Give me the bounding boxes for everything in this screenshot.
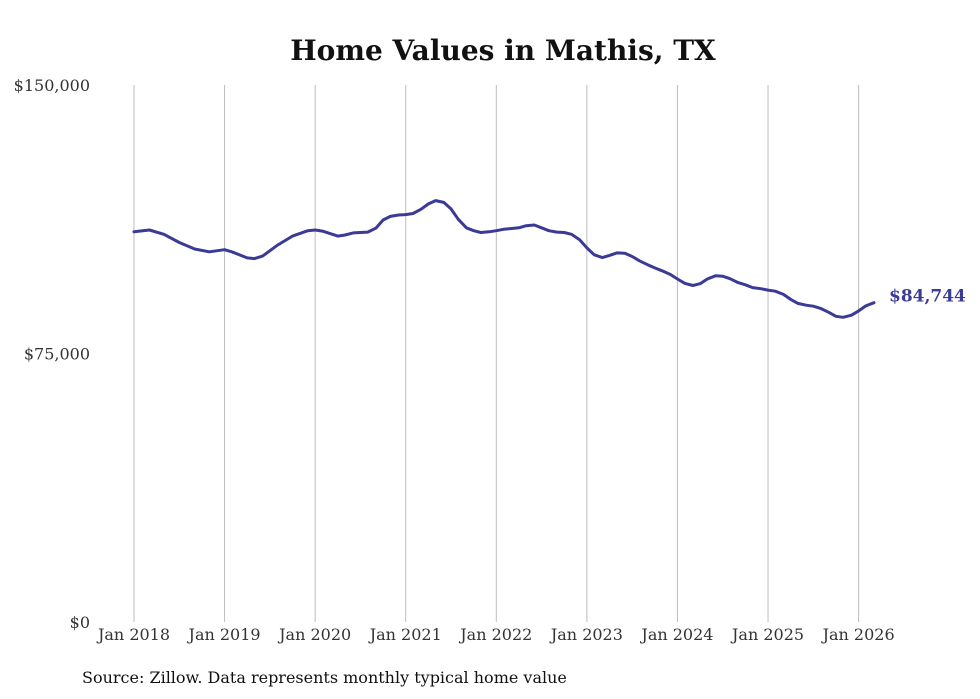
x-tick-label: Jan 2023 — [549, 625, 623, 644]
x-tick-label: Jan 2018 — [96, 625, 170, 644]
source-note: Source: Zillow. Data represents monthly … — [82, 668, 567, 687]
x-tick-label: Jan 2021 — [368, 625, 442, 644]
series-layer: $84,744 — [132, 199, 966, 319]
x-tick-label: Jan 2024 — [639, 625, 713, 644]
y-tick-label: $150,000 — [14, 76, 90, 95]
y-tick-label: $75,000 — [24, 345, 90, 364]
x-tick-label: Jan 2025 — [730, 625, 804, 644]
series-line — [132, 199, 876, 319]
x-tick-label: Jan 2019 — [187, 625, 261, 644]
end-value-label: $84,744 — [889, 287, 966, 307]
gridlines — [133, 85, 860, 622]
x-tick-label: Jan 2022 — [458, 625, 532, 644]
chart-title: Home Values in Mathis, TX — [290, 34, 716, 67]
y-axis-ticks: $0 $75,000 $150,000 — [14, 76, 90, 632]
x-tick-label: Jan 2026 — [821, 625, 895, 644]
y-tick-label: $0 — [70, 613, 90, 632]
x-tick-label: Jan 2020 — [277, 625, 351, 644]
x-axis-ticks: Jan 2018 Jan 2019 Jan 2020 Jan 2021 Jan 2022… — [96, 625, 895, 644]
